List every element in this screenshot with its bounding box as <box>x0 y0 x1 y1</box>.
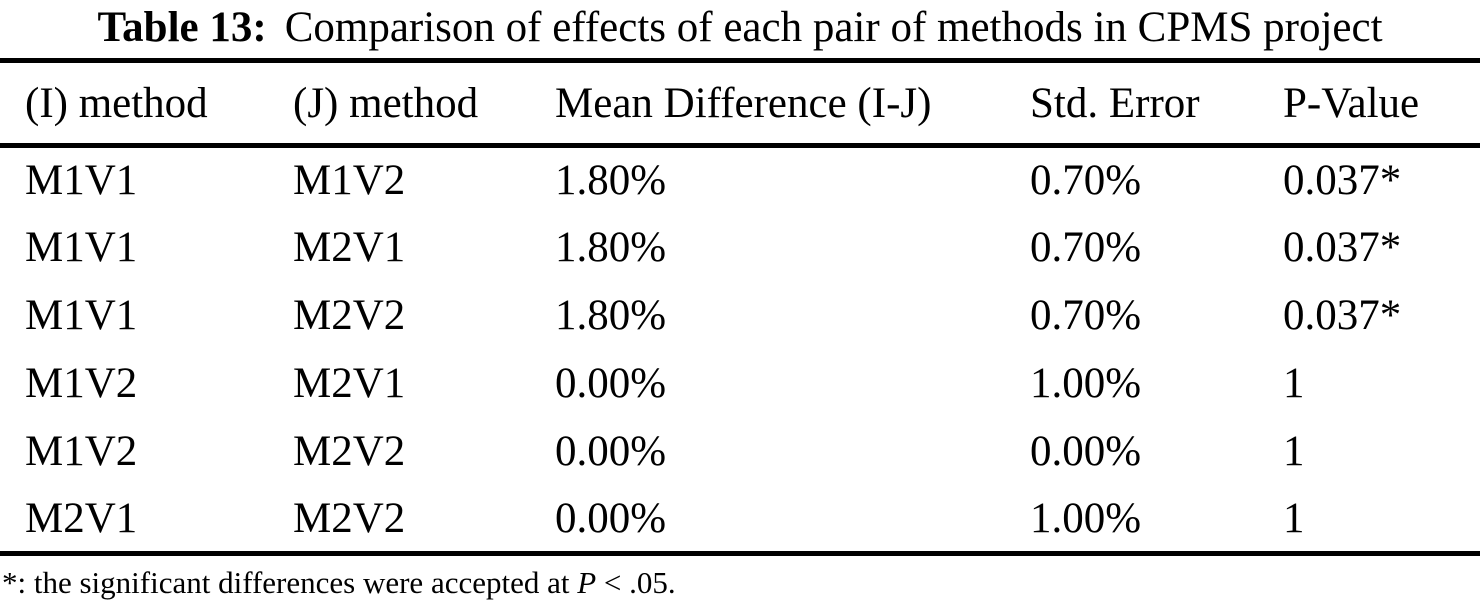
cell-j-method: M1V2 <box>293 157 406 205</box>
col-header-i-method: (I) method <box>25 79 208 127</box>
col-header-j-method: (J) method <box>293 79 479 127</box>
col-header-mean-difference: Mean Difference (I-J) <box>555 79 932 127</box>
table-caption-label: Table 13: <box>97 4 267 51</box>
table-row: M1V2 M2V2 0.00% 0.00% 1 <box>0 418 1480 486</box>
table-header-row: (I) method (J) method Mean Difference (I… <box>0 61 1480 146</box>
footnote-prefix: *: the significant differences were acce… <box>2 565 578 600</box>
cell-mean-difference: 1.80% <box>555 224 667 271</box>
cell-p-value: 1 <box>1283 428 1305 475</box>
cell-mean-difference: 0.00% <box>555 494 667 542</box>
col-header-p-value: P-Value <box>1283 79 1420 127</box>
footnote-p-symbol: P <box>577 565 597 600</box>
cell-p-value: 1 <box>1283 360 1305 407</box>
cell-j-method: M2V2 <box>293 494 406 542</box>
table-row: M2V1 M2V2 0.00% 1.00% 1 <box>0 486 1480 554</box>
cell-std-error: 0.70% <box>1030 292 1142 339</box>
table-row: M1V2 M2V1 0.00% 1.00% 1 <box>0 350 1480 418</box>
table-row: M1V1 M1V2 1.80% 0.70% 0.037* <box>0 146 1480 214</box>
cell-i-method: M1V2 <box>25 428 138 475</box>
table-row: M1V1 M2V2 1.80% 0.70% 0.037* <box>0 282 1480 350</box>
comparison-table: (I) method (J) method Mean Difference (I… <box>0 58 1480 556</box>
footnote-suffix: < .05. <box>596 565 676 600</box>
cell-i-method: M1V2 <box>25 360 138 407</box>
cell-std-error: 0.00% <box>1030 428 1142 475</box>
cell-mean-difference: 0.00% <box>555 360 667 407</box>
cell-i-method: M1V1 <box>25 157 138 205</box>
cell-i-method: M2V1 <box>25 494 138 542</box>
cell-j-method: M2V1 <box>293 224 406 271</box>
cell-mean-difference: 1.80% <box>555 292 667 339</box>
cell-mean-difference: 1.80% <box>555 157 667 205</box>
cell-std-error: 0.70% <box>1030 157 1142 205</box>
table-caption: Table 13: Comparison of effects of each p… <box>0 0 1480 58</box>
cell-j-method: M2V2 <box>293 292 406 339</box>
cell-p-value: 0.037* <box>1283 292 1402 339</box>
cell-mean-difference: 0.00% <box>555 428 667 475</box>
cell-j-method: M2V1 <box>293 360 406 407</box>
cell-p-value: 1 <box>1283 494 1305 542</box>
cell-i-method: M1V1 <box>25 292 138 339</box>
table-row: M1V1 M2V1 1.80% 0.70% 0.037* <box>0 214 1480 282</box>
col-header-std-error: Std. Error <box>1030 79 1200 127</box>
table-caption-text: Comparison of effects of each pair of me… <box>284 4 1383 51</box>
cell-i-method: M1V1 <box>25 224 138 271</box>
cell-std-error: 1.00% <box>1030 360 1142 407</box>
table-footnote: *: the significant differences were acce… <box>0 556 1480 601</box>
cell-j-method: M2V2 <box>293 428 406 475</box>
cell-std-error: 1.00% <box>1030 494 1142 542</box>
cell-p-value: 0.037* <box>1283 157 1402 205</box>
cell-std-error: 0.70% <box>1030 224 1142 271</box>
cell-p-value: 0.037* <box>1283 224 1402 271</box>
